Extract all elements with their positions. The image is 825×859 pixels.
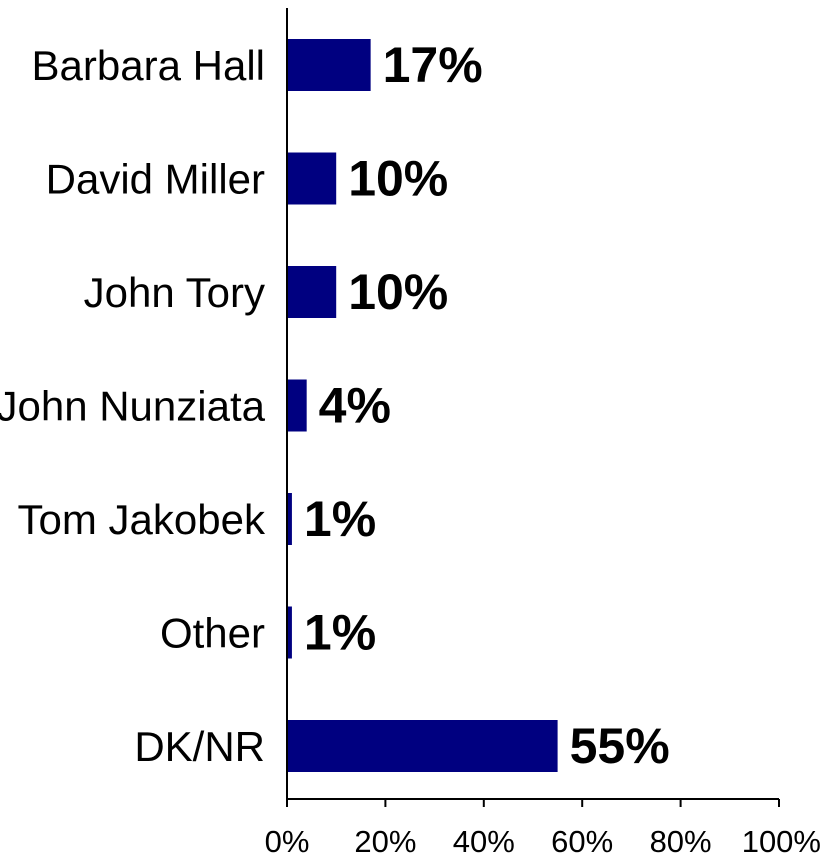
bar-other [287,606,292,659]
bars-group [287,39,558,772]
value-label-tom-jakobek: 1% [304,491,376,547]
x-tick-label-40: 40% [453,824,515,859]
bar-john-nunziata [287,379,307,432]
category-label-other: Other [160,610,265,657]
bar-david-miller [287,152,337,205]
value-label-john-nunziata: 4% [319,378,391,434]
bar-dk-nr [287,720,558,772]
value-label-john-tory: 10% [348,264,448,320]
category-label-tom-jakobek: Tom Jakobek [18,496,266,543]
category-labels: Barbara Hall David Miller John Tory John Nu… [0,42,266,770]
category-label-john-tory: John Tory [84,269,265,316]
category-label-barbara-hall: Barbara Hall [32,42,265,89]
x-tick-label-0: 0% [265,824,310,859]
bar-barbara-hall [287,39,371,91]
category-label-dk-nr: DK/NR [134,723,265,770]
value-label-dk-nr: 55% [570,718,670,774]
bar-tom-jakobek [287,493,292,545]
value-labels: 17% 10% 10% 4% 1% 1% 55% [304,37,670,774]
category-label-john-nunziata: John Nunziata [0,383,266,430]
x-tick-label-20: 20% [354,824,416,859]
x-axis-tick-labels: 0% 20% 40% 60% 80% 100% [265,824,821,859]
category-label-david-miller: David Miller [46,156,265,203]
x-tick-label-80: 80% [650,824,712,859]
x-axis-ticks [286,799,780,807]
value-label-other: 1% [304,605,376,661]
value-label-barbara-hall: 17% [383,37,483,93]
bar-john-tory [287,266,337,318]
value-label-david-miller: 10% [348,151,448,207]
x-tick-label-100: 100% [742,824,821,859]
x-tick-label-60: 60% [551,824,613,859]
